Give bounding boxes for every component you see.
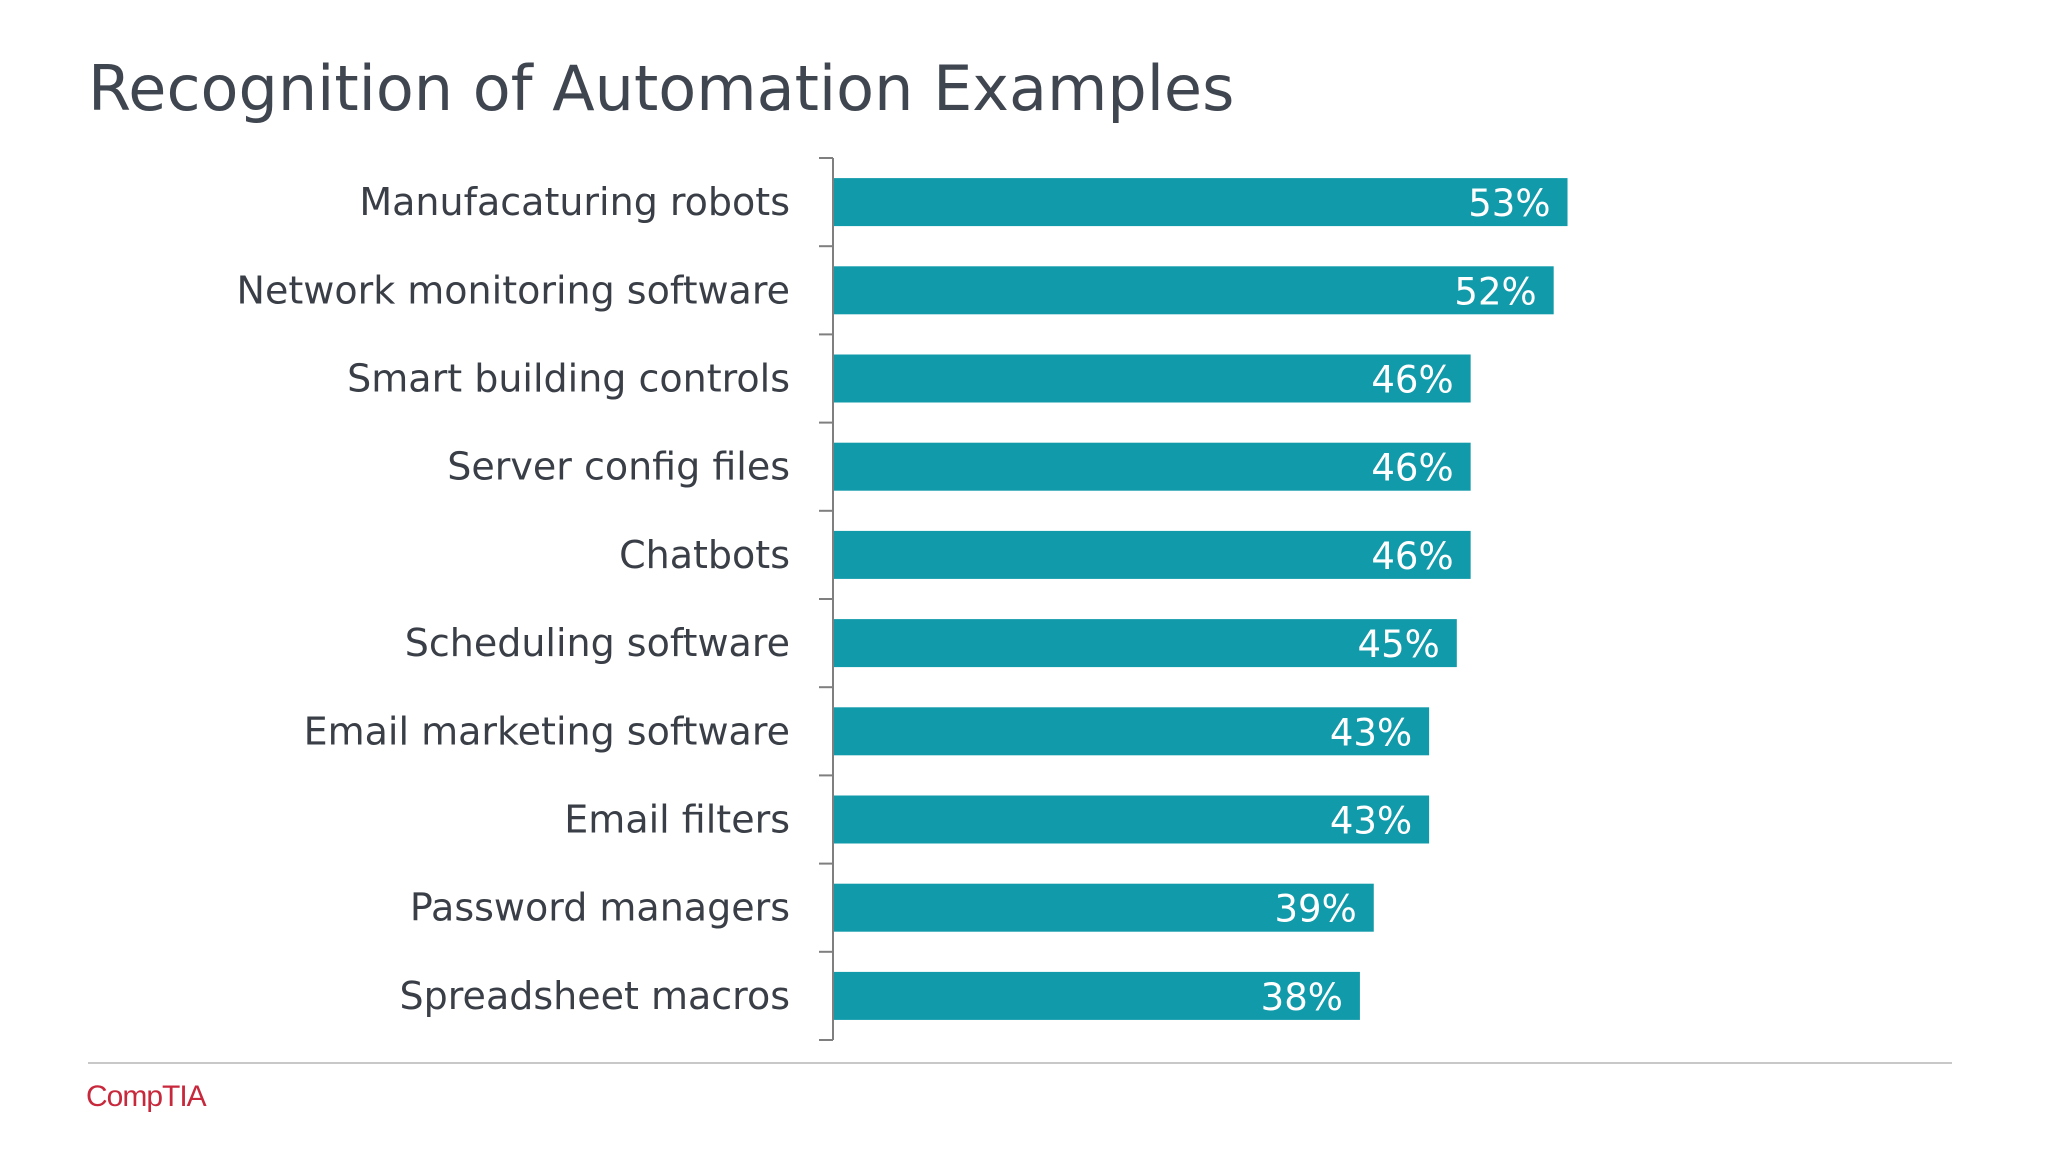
category-label: Email marketing software: [304, 709, 790, 753]
bar: [834, 795, 1430, 844]
data-label: 39%: [1275, 888, 1357, 931]
data-label: 53%: [1468, 182, 1550, 225]
bar: [834, 442, 1471, 491]
footer-divider: [88, 1062, 1952, 1064]
bar: [834, 971, 1360, 1020]
bar: [834, 883, 1374, 932]
data-label: 38%: [1261, 976, 1343, 1019]
data-label: 46%: [1371, 447, 1453, 490]
bar: [834, 530, 1471, 579]
data-label: 46%: [1371, 535, 1453, 578]
category-label: Spreadsheet macros: [400, 974, 790, 1018]
data-label: 46%: [1371, 359, 1453, 402]
category-label: Network monitoring software: [237, 268, 790, 312]
bar: [834, 266, 1554, 315]
category-label: Email filters: [564, 798, 790, 842]
chart-title: Recognition of Automation Examples: [88, 52, 1235, 125]
data-label: 52%: [1454, 270, 1536, 313]
bar: [834, 619, 1457, 668]
bar: [834, 707, 1430, 756]
bar: [834, 354, 1471, 403]
category-label: Chatbots: [619, 533, 790, 577]
category-label: Server config files: [447, 445, 790, 489]
category-label: Scheduling software: [405, 621, 790, 665]
category-label: Manufacaturing robots: [359, 180, 790, 224]
data-label: 43%: [1330, 711, 1412, 754]
data-label: 45%: [1358, 623, 1440, 666]
category-label: Password managers: [410, 886, 790, 930]
comptia-logo: CompTIA: [86, 1080, 207, 1113]
bar: [834, 178, 1568, 227]
data-label: 43%: [1330, 800, 1412, 843]
category-label: Smart building controls: [347, 357, 790, 401]
